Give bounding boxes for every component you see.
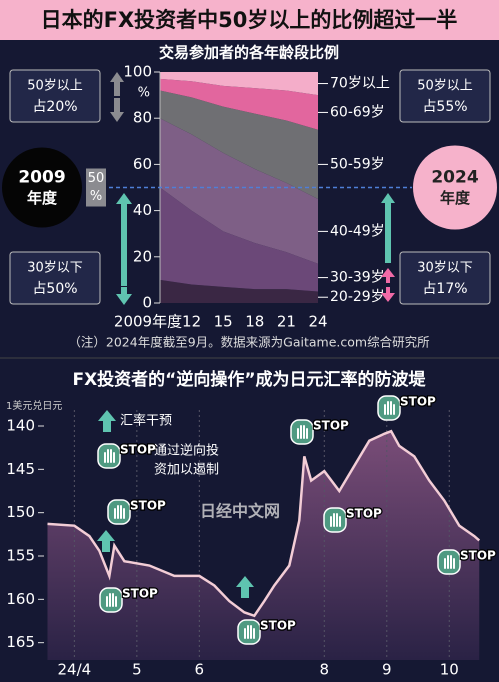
x-tick-label: 24 xyxy=(308,313,327,331)
arrow xyxy=(381,193,395,263)
area-segment xyxy=(160,187,318,292)
annotation: 30岁以下 xyxy=(27,261,83,276)
stop-label: STOP xyxy=(460,549,496,563)
x-tick-label: 12 xyxy=(182,313,201,331)
title-banner xyxy=(0,0,499,40)
annotation: 占20% xyxy=(32,99,77,115)
annotation: 30岁以下 xyxy=(417,261,473,276)
y-tick-label: 155 xyxy=(6,547,35,565)
page-title: 日本的FX投资者中50岁以上的比例超过一半 xyxy=(41,8,458,32)
legend-label: 40-49岁 xyxy=(330,223,385,239)
area-segment xyxy=(160,72,318,96)
annotation-box xyxy=(399,251,491,305)
line xyxy=(47,429,481,618)
intervention-arrow xyxy=(236,576,254,598)
start-year-badge xyxy=(2,147,82,228)
stop-hand xyxy=(330,513,341,527)
x-tick-label: 5 xyxy=(132,661,142,679)
legend-label: 汇率干预 xyxy=(120,413,172,429)
stop-label: STOP xyxy=(313,419,349,433)
stop-label: STOP xyxy=(346,507,382,521)
stop-hand xyxy=(297,425,308,439)
x-tick-label: 15 xyxy=(214,313,233,331)
x-tick-label: 10 xyxy=(440,661,459,679)
legend-label: 通过逆向投 xyxy=(154,443,219,459)
legend-label: 70岁以上 xyxy=(330,76,390,92)
reference-unit: % xyxy=(90,189,102,204)
area-segment xyxy=(160,78,318,130)
legend-label: 60-69岁 xyxy=(330,104,385,120)
chart-title: 交易参加者的各年龄段比例 xyxy=(159,44,339,62)
reference-box xyxy=(86,168,106,207)
end-year: 年度 xyxy=(440,189,471,207)
note: （注）2024年度截至9月。数据来源为Gaitame.com综合研究所 xyxy=(68,335,429,350)
intervention-arrow xyxy=(98,410,116,432)
y-tick-label: 40 xyxy=(133,201,152,219)
end-year-badge xyxy=(413,145,497,230)
x-tick-label: 9 xyxy=(382,661,392,679)
y-tick-label: 80 xyxy=(133,109,152,127)
y-tick-label: 0 xyxy=(142,294,152,312)
start-year: 2009 xyxy=(18,168,65,188)
watermark: 日经中文网 xyxy=(200,502,280,521)
y-unit: % xyxy=(138,86,150,101)
intervention-arrow xyxy=(97,530,115,552)
x-tick-label: 24/4 xyxy=(58,661,92,679)
stop-label: STOP xyxy=(400,395,436,409)
stop-label: STOP xyxy=(120,443,156,457)
annotation: 占17% xyxy=(422,281,467,297)
stop-hand xyxy=(444,555,455,569)
x-tick-label: 2009年度 xyxy=(114,313,182,331)
stop-label: STOP xyxy=(122,587,158,601)
y-tick-label: 20 xyxy=(133,247,152,265)
annotation-box xyxy=(9,251,101,305)
y-tick-label: 160 xyxy=(6,590,35,608)
annotation: 50岁以上 xyxy=(27,79,83,94)
stop-hand xyxy=(244,625,255,639)
start-year: 年度 xyxy=(27,189,58,207)
y-tick-label: 100 xyxy=(123,63,152,81)
area-segment xyxy=(160,279,318,303)
stop-hand xyxy=(104,449,115,463)
y-tick-label: 150 xyxy=(6,503,35,521)
stop-hand xyxy=(106,593,117,607)
x-tick-label: 21 xyxy=(277,313,296,331)
end-year: 2024 xyxy=(431,168,478,188)
stop-label: STOP xyxy=(130,499,166,513)
arrow xyxy=(116,193,132,305)
legend-label: 20-29岁 xyxy=(330,289,385,305)
x-tick-label: 18 xyxy=(245,313,264,331)
y-tick-label: 60 xyxy=(133,155,152,173)
y-tick-label: 165 xyxy=(6,633,35,651)
annotation: 占50% xyxy=(32,281,77,297)
x-tick-label: 6 xyxy=(195,661,205,679)
y-tick-label: 140 xyxy=(6,417,35,435)
reference-label: 50 xyxy=(88,171,105,186)
annotation: 占55% xyxy=(422,99,467,115)
y-axis-label: 1美元兑日元 xyxy=(6,399,62,412)
chart-title: FX投资者的“逆向操作”成为日元汇率的防波堤 xyxy=(72,369,426,390)
x-tick-label: 8 xyxy=(320,661,330,679)
y-tick-label: 145 xyxy=(6,460,35,478)
area-fill xyxy=(47,431,480,660)
annotation-box xyxy=(9,69,101,123)
legend-label: 50-59岁 xyxy=(330,156,385,172)
arrow xyxy=(110,72,124,122)
legend-label: 资加以遏制 xyxy=(154,463,219,478)
annotation-box xyxy=(399,69,491,123)
arrow xyxy=(381,268,395,302)
stop-hand xyxy=(384,401,395,415)
area-segment xyxy=(160,90,318,200)
annotation: 50岁以上 xyxy=(417,79,473,94)
stop-hand xyxy=(114,505,125,519)
area-segment xyxy=(160,118,318,264)
stop-label: STOP xyxy=(260,619,296,633)
legend-label: 30-39岁 xyxy=(330,270,385,286)
